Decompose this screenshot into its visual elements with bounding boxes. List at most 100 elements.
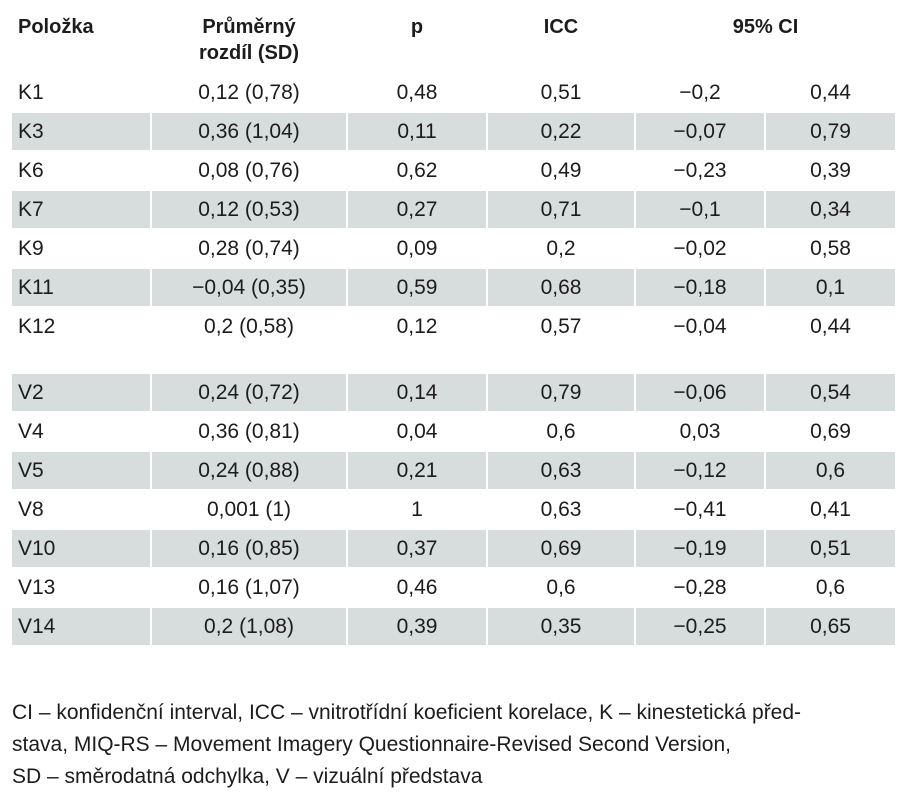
separator-cell [488, 347, 634, 372]
cell-ci-high: 0,58 [810, 237, 851, 260]
table-row: K11 −0,04 (0,35) 0,59 0,68 −0,18 0,1 [12, 269, 895, 306]
cell-item: K11 [12, 269, 150, 306]
header-polozka: Položka [18, 16, 94, 38]
header-p: p [410, 16, 424, 38]
cell-item: V10 [12, 530, 150, 567]
cell-icc: 0,63 [540, 498, 582, 521]
cell-diff: 0,24 (0,88) [152, 452, 346, 489]
cell-icc: 0,63 [488, 452, 634, 489]
cell-icc: 0,57 [540, 315, 582, 338]
table-row: K3 0,36 (1,04) 0,11 0,22 −0,07 0,79 [12, 113, 895, 150]
cell-ci-low: −0,1 [636, 191, 764, 228]
cell-p: 0,48 [396, 81, 438, 104]
cell-diff: −0,04 (0,35) [152, 269, 346, 306]
cell-ci-high: 0,51 [766, 530, 895, 567]
cell-p: 0,59 [348, 269, 486, 306]
cell-p: 0,12 [396, 315, 438, 338]
cell-ci-low: −0,25 [636, 608, 764, 645]
table-row: V13 0,16 (1,07) 0,46 0,6 −0,28 0,6 [12, 569, 895, 606]
cell-item: K12 [18, 315, 56, 338]
cell-ci-high: 0,79 [766, 113, 895, 150]
header-95-ci: 95% CI [732, 16, 799, 38]
table-row: V4 0,36 (0,81) 0,04 0,6 0,03 0,69 [12, 413, 895, 450]
cell-diff: 0,2 (1,08) [152, 608, 346, 645]
cell-item: V5 [12, 452, 150, 489]
cell-diff: 0,001 (1) [206, 498, 292, 521]
table-row: K1 0,12 (0,78) 0,48 0,51 −0,2 0,44 [12, 74, 895, 111]
cell-ci-low: −0,06 [636, 374, 764, 411]
cell-ci-low: 0,03 [679, 420, 721, 443]
cell-ci-high: 0,39 [810, 159, 851, 182]
cell-p: 0,09 [396, 237, 438, 260]
table-row: K9 0,28 (0,74) 0,09 0,2 −0,02 0,58 [12, 230, 895, 267]
cell-ci-high: 0,44 [810, 81, 851, 104]
cell-item: V8 [18, 498, 44, 521]
cell-p: 0,21 [348, 452, 486, 489]
cell-ci-high: 0,6 [815, 576, 846, 599]
cell-p: 0,62 [396, 159, 438, 182]
header-prumerny-rozdil: Průměrný rozdíl (SD) [152, 10, 346, 72]
footnote-line-2: stava, MIQ-RS – Movement Imagery Questio… [12, 733, 731, 756]
cell-item: V2 [12, 374, 150, 411]
cell-diff: 0,16 (0,85) [152, 530, 346, 567]
cell-ci-low: −0,41 [673, 498, 727, 521]
header-icc: ICC [543, 16, 579, 38]
cell-p: 0,14 [348, 374, 486, 411]
results-table: Položka Průměrný rozdíl (SD) p ICC 95% CI… [10, 8, 897, 647]
table-row: V8 0,001 (1) 1 0,63 −0,41 0,41 [12, 491, 895, 528]
separator-cell [152, 347, 346, 372]
cell-ci-high: 0,44 [810, 315, 851, 338]
cell-icc: 0,68 [488, 269, 634, 306]
cell-ci-low: −0,04 [673, 315, 727, 338]
table-body: K1 0,12 (0,78) 0,48 0,51 −0,2 0,44 K3 0,36 (1,0… [12, 74, 895, 645]
footnote-line-1: CI – konfidenční interval, ICC – vnitrot… [12, 701, 802, 724]
cell-p: 0,46 [396, 576, 438, 599]
cell-ci-high: 0,54 [766, 374, 895, 411]
footnote-line-3: SD – směrodatná odchylka, V – vizuální p… [12, 765, 483, 788]
cell-item: K9 [18, 237, 44, 260]
table-footnote: CI – konfidenční interval, ICC – vnitrot… [12, 697, 898, 793]
cell-diff: 0,12 (0,78) [198, 81, 300, 104]
cell-ci-low: −0,02 [673, 237, 727, 260]
cell-p: 1 [411, 498, 423, 521]
cell-p: 0,27 [348, 191, 486, 228]
cell-icc: 0,35 [488, 608, 634, 645]
cell-item: K6 [18, 159, 44, 182]
cell-icc: 0,6 [546, 420, 576, 443]
cell-icc: 0,22 [488, 113, 634, 150]
cell-ci-low: −0,23 [673, 159, 727, 182]
cell-diff: 0,2 (0,58) [204, 315, 294, 338]
cell-ci-high: 0,6 [766, 452, 895, 489]
table-row: K7 0,12 (0,53) 0,27 0,71 −0,1 0,34 [12, 191, 895, 228]
cell-ci-high: 0,65 [766, 608, 895, 645]
table-row: K12 0,2 (0,58) 0,12 0,57 −0,04 0,44 [12, 308, 895, 345]
cell-diff: 0,36 (0,81) [198, 420, 300, 443]
group-separator [12, 347, 895, 372]
separator-cell [348, 347, 486, 372]
cell-ci-high: 0,34 [766, 191, 895, 228]
cell-p: 0,39 [348, 608, 486, 645]
cell-ci-low: −0,28 [673, 576, 727, 599]
cell-ci-low: −0,12 [636, 452, 764, 489]
table-row: K6 0,08 (0,76) 0,62 0,49 −0,23 0,39 [12, 152, 895, 189]
cell-diff: 0,28 (0,74) [198, 237, 300, 260]
table-header-row: Položka Průměrný rozdíl (SD) p ICC 95% CI [12, 10, 895, 72]
header-rozdil-line2: rozdíl (SD) [199, 42, 299, 64]
cell-diff: 0,24 (0,72) [152, 374, 346, 411]
cell-icc: 0,79 [488, 374, 634, 411]
cell-p: 0,11 [348, 113, 486, 150]
cell-ci-high: 0,41 [810, 498, 851, 521]
cell-diff: 0,16 (1,07) [198, 576, 300, 599]
cell-item: V4 [18, 420, 44, 443]
cell-item: V13 [18, 576, 56, 599]
table-row: V14 0,2 (1,08) 0,39 0,35 −0,25 0,65 [12, 608, 895, 645]
cell-ci-high: 0,69 [810, 420, 851, 443]
cell-diff: 0,08 (0,76) [198, 159, 300, 182]
cell-icc: 0,49 [540, 159, 582, 182]
cell-diff: 0,12 (0,53) [152, 191, 346, 228]
header-rozdil-line1: Průměrný [202, 16, 296, 38]
cell-diff: 0,36 (1,04) [152, 113, 346, 150]
cell-icc: 0,51 [540, 81, 582, 104]
cell-ci-low: −0,2 [679, 81, 721, 104]
